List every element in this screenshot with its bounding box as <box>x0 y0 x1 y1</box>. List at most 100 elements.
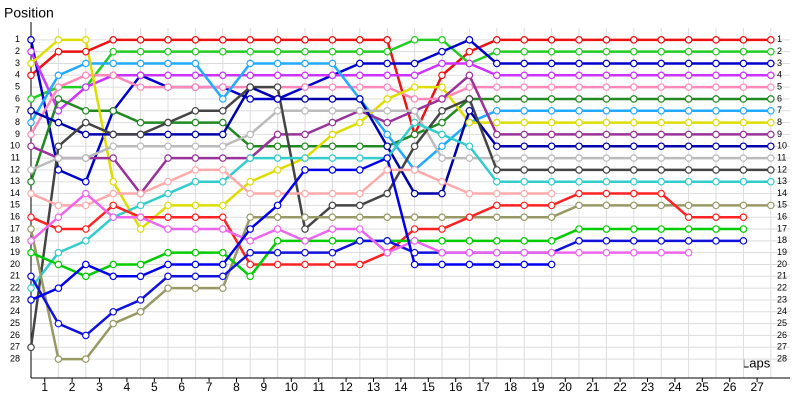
point <box>54 47 63 56</box>
point <box>493 59 501 68</box>
point <box>136 307 145 316</box>
point <box>575 189 583 198</box>
point <box>712 130 720 139</box>
point <box>356 106 364 115</box>
point <box>520 177 529 186</box>
point <box>273 237 282 245</box>
point <box>410 36 419 44</box>
point <box>219 71 227 80</box>
point <box>547 142 556 151</box>
point <box>109 307 118 316</box>
point <box>602 177 611 186</box>
point <box>54 83 63 91</box>
point <box>602 95 611 103</box>
point <box>684 47 693 56</box>
point <box>547 59 556 68</box>
point <box>328 71 337 80</box>
point <box>109 260 118 269</box>
point <box>136 59 145 68</box>
point <box>575 142 583 151</box>
point <box>438 95 446 103</box>
point <box>712 95 720 103</box>
point <box>739 83 748 91</box>
point <box>164 260 172 269</box>
point <box>410 106 419 115</box>
y2-tick-label: 26 <box>777 330 787 340</box>
y2-tick-label: 20 <box>777 259 787 269</box>
point <box>410 189 419 198</box>
x-tick-label: 12 <box>339 380 353 394</box>
point <box>630 177 638 186</box>
point <box>191 83 200 91</box>
point <box>27 130 35 139</box>
y2-tick-label: 16 <box>777 212 787 222</box>
point <box>219 106 227 115</box>
point <box>54 225 63 233</box>
point <box>602 201 611 210</box>
point <box>273 225 282 233</box>
point <box>438 36 446 44</box>
x-tick-label: 20 <box>559 380 573 394</box>
point <box>273 59 282 68</box>
point <box>739 36 748 44</box>
point <box>575 154 583 162</box>
point <box>136 142 145 151</box>
point <box>54 284 63 292</box>
point <box>54 106 63 115</box>
point <box>82 331 90 340</box>
point <box>767 130 775 139</box>
point <box>54 95 63 103</box>
point <box>328 260 337 269</box>
point <box>301 71 309 80</box>
point <box>82 237 90 245</box>
point <box>246 177 255 186</box>
point <box>739 106 748 115</box>
point <box>109 71 118 80</box>
point <box>520 95 529 103</box>
point <box>575 130 583 139</box>
point <box>82 47 90 56</box>
point <box>54 260 63 269</box>
point <box>712 166 720 174</box>
point <box>547 95 556 103</box>
point <box>438 225 446 233</box>
point <box>767 177 775 186</box>
point <box>493 177 501 186</box>
point <box>602 248 611 257</box>
point <box>684 201 693 210</box>
point <box>712 237 720 245</box>
series-line <box>30 38 771 138</box>
point <box>328 213 337 221</box>
y-tick-label: 21 <box>10 271 20 281</box>
point <box>191 166 200 174</box>
point <box>739 177 748 186</box>
point <box>27 177 35 186</box>
point <box>328 83 337 91</box>
point <box>191 260 200 269</box>
point <box>465 106 474 115</box>
y-tick-label: 27 <box>10 342 20 352</box>
point <box>27 272 35 281</box>
point <box>82 71 90 80</box>
point <box>630 47 638 56</box>
point <box>767 95 775 103</box>
point <box>684 95 693 103</box>
point <box>520 36 529 44</box>
point <box>191 47 200 56</box>
point <box>630 71 638 80</box>
point <box>356 154 364 162</box>
point <box>301 189 309 198</box>
point <box>547 213 556 221</box>
point <box>739 71 748 80</box>
point <box>191 106 200 115</box>
point <box>301 106 309 115</box>
point <box>767 36 775 44</box>
point <box>547 36 556 44</box>
point <box>630 106 638 115</box>
y-tick-label: 15 <box>10 200 20 210</box>
point <box>493 36 501 44</box>
point <box>356 95 364 103</box>
point <box>684 59 693 68</box>
point <box>27 118 35 127</box>
point <box>219 166 227 174</box>
